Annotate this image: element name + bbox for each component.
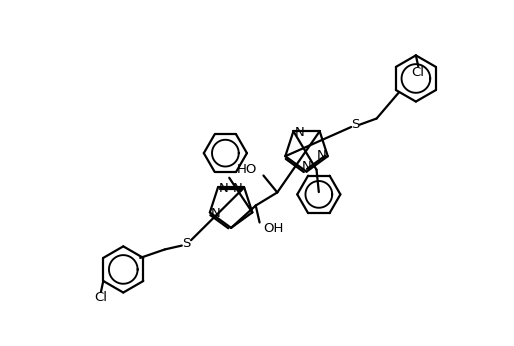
Text: N: N: [295, 126, 304, 138]
Text: Cl: Cl: [95, 291, 107, 304]
Text: N: N: [219, 182, 229, 195]
Text: N: N: [211, 207, 221, 220]
Text: HO: HO: [237, 163, 258, 176]
Text: S: S: [351, 118, 359, 131]
Text: N: N: [233, 182, 243, 195]
Text: N: N: [317, 149, 326, 162]
Text: S: S: [182, 237, 191, 250]
Text: N: N: [302, 160, 311, 173]
Text: Cl: Cl: [412, 66, 425, 79]
Text: OH: OH: [263, 222, 284, 235]
